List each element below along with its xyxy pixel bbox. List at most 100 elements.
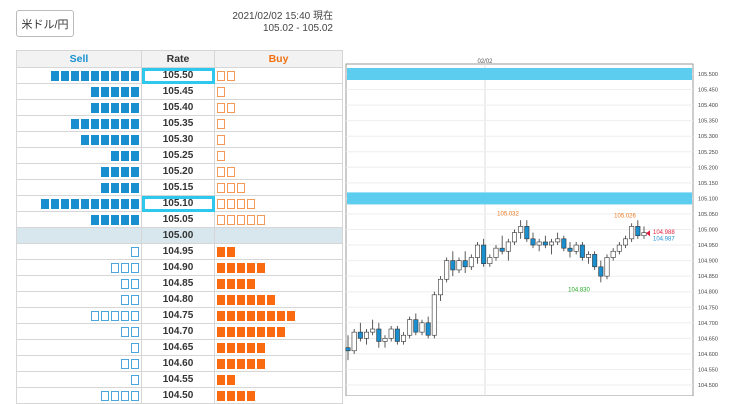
candle-body — [456, 260, 462, 271]
rate-cell[interactable]: 105.25 — [141, 147, 215, 164]
rate-cell[interactable]: 104.90 — [141, 259, 215, 276]
sell-volume-block — [91, 198, 99, 209]
sell-volume-block — [131, 70, 139, 81]
sell-volume-cell — [16, 211, 142, 228]
sell-volume-block — [121, 118, 129, 129]
sell-volume-cell — [16, 323, 142, 340]
candle-body — [555, 238, 561, 243]
sell-volume-block — [81, 70, 89, 81]
buy-volume-block — [227, 70, 235, 81]
sell-volume-block — [121, 358, 129, 369]
sell-volume-block — [101, 86, 109, 97]
y-axis-label: 105.200 — [698, 165, 718, 171]
rate-cell[interactable]: 105.30 — [141, 131, 215, 148]
sell-volume-cell — [16, 259, 142, 276]
candle-body — [604, 257, 610, 277]
rate-cell[interactable]: 104.85 — [141, 275, 215, 292]
candle-body — [481, 244, 487, 265]
sell-volume-block — [121, 102, 129, 113]
rate-cell[interactable]: 104.50 — [141, 387, 215, 404]
sell-volume-cell — [16, 275, 142, 292]
buy-volume-cell — [214, 291, 343, 308]
buy-volume-block — [247, 390, 255, 401]
sell-volume-block — [131, 278, 139, 289]
sell-volume-block — [101, 390, 109, 401]
candle-body — [499, 247, 505, 252]
buy-volume-block — [217, 134, 225, 145]
buy-volume-block — [217, 278, 225, 289]
sell-volume-block — [61, 70, 69, 81]
highlight-band — [347, 68, 692, 80]
sell-volume-cell — [16, 179, 142, 196]
sell-volume-block — [101, 182, 109, 193]
rate-cell[interactable]: 104.55 — [141, 371, 215, 388]
sell-volume-block — [121, 390, 129, 401]
sell-volume-cell — [16, 195, 142, 212]
order-book-row: 105.10 — [16, 195, 343, 212]
candle-body — [592, 254, 598, 268]
buy-volume-block — [227, 102, 235, 113]
sell-volume-block — [101, 70, 109, 81]
candle-body — [536, 241, 542, 246]
currency-pair-selector[interactable]: 米ドル/円 — [16, 10, 74, 37]
sell-volume-cell — [16, 339, 142, 356]
order-book-row: 104.60 — [16, 355, 343, 372]
buy-volume-block — [227, 166, 235, 177]
buy-volume-cell — [214, 323, 343, 340]
candle-body — [468, 257, 474, 268]
sell-volume-block — [101, 102, 109, 113]
sell-volume-block — [101, 166, 109, 177]
rate-cell[interactable]: 105.50 — [141, 67, 215, 84]
buy-volume-cell — [214, 131, 343, 148]
buy-volume-block — [227, 278, 235, 289]
sell-volume-block — [121, 294, 129, 305]
sell-volume-block — [111, 150, 119, 161]
rate-cell[interactable]: 104.65 — [141, 339, 215, 356]
sell-volume-block — [71, 118, 79, 129]
order-book-row: 105.00 — [16, 227, 343, 244]
buy-volume-block — [237, 390, 245, 401]
sell-volume-block — [121, 86, 129, 97]
sell-volume-block — [131, 118, 139, 129]
rate-cell[interactable]: 104.70 — [141, 323, 215, 340]
candle-body — [444, 260, 450, 280]
sell-volume-cell — [16, 243, 142, 260]
candle-body — [475, 244, 481, 258]
candle-body — [394, 328, 400, 342]
rate-cell[interactable]: 105.15 — [141, 179, 215, 196]
order-book-row: 104.55 — [16, 371, 343, 388]
sell-volume-block — [51, 198, 59, 209]
rate-cell[interactable]: 105.45 — [141, 83, 215, 100]
buy-volume-block — [257, 294, 265, 305]
buy-column-header[interactable]: Buy — [214, 50, 343, 68]
rate-column-header[interactable]: Rate — [141, 50, 215, 68]
candle-body — [388, 328, 394, 339]
order-book-row: 104.95 — [16, 243, 343, 260]
price-annotation: 104.988 — [653, 230, 675, 236]
sell-column-header[interactable]: Sell — [16, 50, 142, 68]
candle-body — [616, 244, 622, 252]
rate-cell[interactable]: 104.60 — [141, 355, 215, 372]
buy-volume-cell — [214, 195, 343, 212]
rate-cell[interactable]: 105.35 — [141, 115, 215, 132]
rate-cell[interactable]: 105.05 — [141, 211, 215, 228]
buy-volume-block — [227, 310, 235, 321]
rate-cell[interactable]: 105.20 — [141, 163, 215, 180]
candlestick-chart[interactable]: 02/02 105.500 105.450 105.400 105.350 105.300… — [343, 58, 729, 397]
buy-volume-block — [227, 342, 235, 353]
candle-body — [567, 247, 573, 252]
buy-volume-block — [227, 374, 235, 385]
rate-cell[interactable]: 104.75 — [141, 307, 215, 324]
rate-cell[interactable]: 105.00 — [141, 227, 215, 244]
timestamp: 2021/02/02 15:40 現在 — [232, 11, 333, 22]
buy-volume-cell — [214, 163, 343, 180]
rate-cell[interactable]: 104.80 — [141, 291, 215, 308]
sell-volume-cell — [16, 307, 142, 324]
rate-cell[interactable]: 105.10 — [141, 195, 215, 212]
buy-volume-block — [237, 182, 245, 193]
rate-cell[interactable]: 105.40 — [141, 99, 215, 116]
rate-cell[interactable]: 104.95 — [141, 243, 215, 260]
buy-volume-block — [227, 198, 235, 209]
sell-volume-block — [61, 198, 69, 209]
order-book-row: 105.30 — [16, 131, 343, 148]
